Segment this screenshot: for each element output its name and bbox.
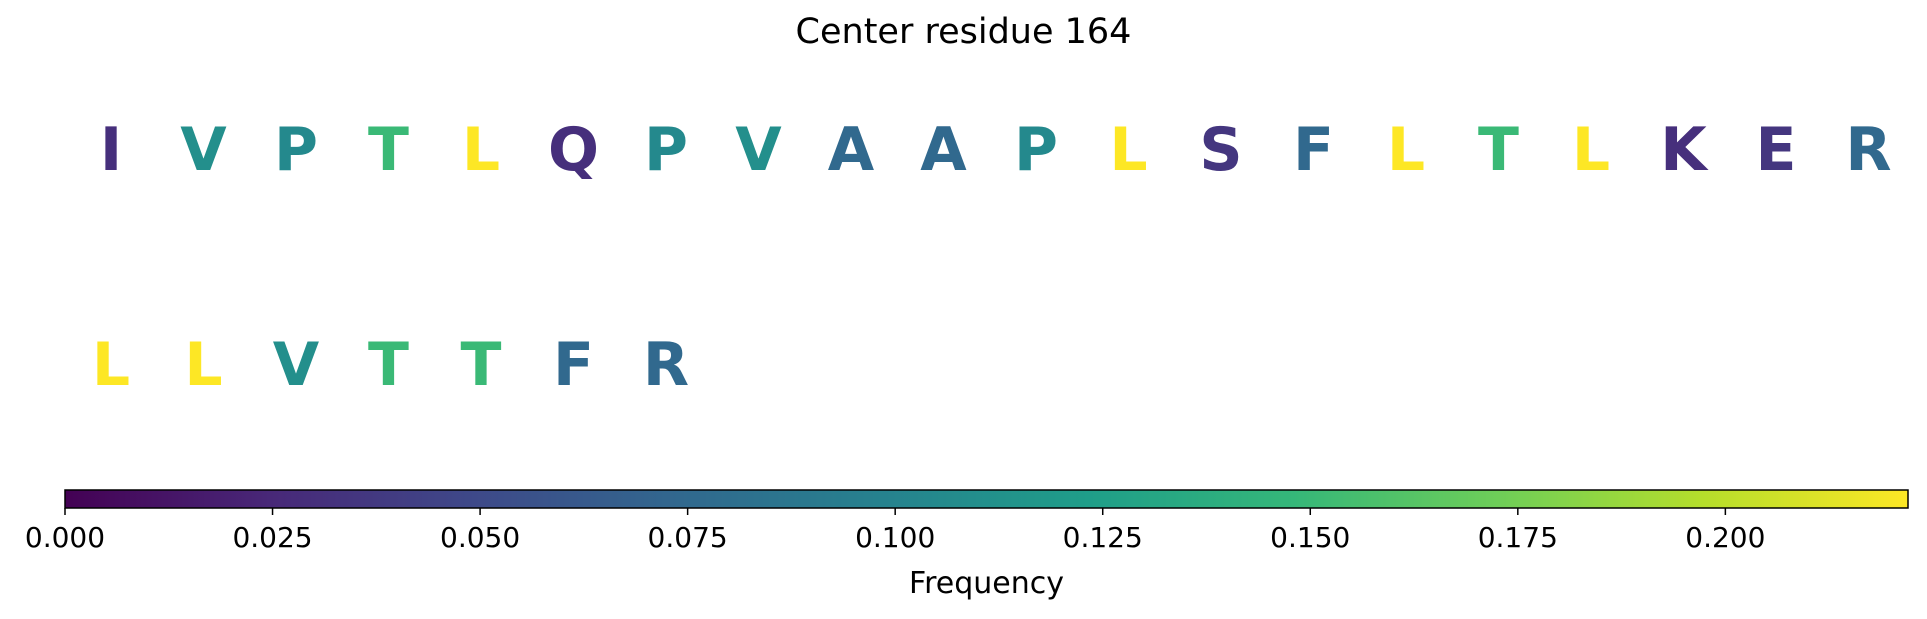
colorbar-tick-label: 0.200 [1685, 521, 1765, 554]
residue-letter: L [1387, 115, 1425, 185]
residue-letter: L [1572, 115, 1610, 185]
residue-letter: A [828, 115, 875, 185]
residue-letter: S [1199, 115, 1242, 185]
residue-letter: E [1756, 115, 1797, 185]
colorbar-tick-label: 0.125 [1063, 521, 1143, 554]
colorbar-tick-label: 0.150 [1270, 521, 1350, 554]
residue-letter: T [461, 330, 502, 400]
residue-letter: T [1478, 115, 1519, 185]
colorbar-tick-label: 0.000 [25, 521, 105, 554]
residue-letter: V [273, 330, 320, 400]
colorbar-tick-label: 0.100 [855, 521, 935, 554]
residue-letter: T [368, 330, 409, 400]
residue-letter: P [1014, 115, 1058, 185]
residue-letter: F [1293, 115, 1334, 185]
residue-letter: K [1660, 115, 1709, 185]
colorbar-tick-label: 0.025 [232, 521, 312, 554]
residue-letter: I [100, 115, 122, 185]
colorbar: 0.000 0.025 0.050 0.075 0.100 0.125 0.150 0.175… [25, 489, 1909, 601]
residue-letter: L [92, 330, 130, 400]
residue-letter: R [1845, 115, 1891, 185]
residue-letter: R [643, 330, 689, 400]
residue-letter: L [1109, 115, 1147, 185]
residue-letter: V [180, 115, 227, 185]
colorbar-gradient [64, 489, 1909, 509]
residue-letter: T [368, 115, 409, 185]
residue-letter: A [920, 115, 967, 185]
colorbar-label: Frequency [909, 566, 1064, 601]
residue-letter: L [462, 115, 500, 185]
residue-letter: P [644, 115, 688, 185]
colorbar-tick-label: 0.075 [648, 521, 728, 554]
colorbar-tick-label: 0.175 [1478, 521, 1558, 554]
residue-letter: V [735, 115, 782, 185]
colorbar-tick-label: 0.050 [440, 521, 520, 554]
chart-title: Center residue 164 [795, 12, 1132, 52]
residue-letter: Q [548, 115, 599, 185]
residue-letter: P [274, 115, 318, 185]
residue-letter: F [553, 330, 594, 400]
residue-letter: L [184, 330, 222, 400]
residues-layer: I V P T L Q P V A A P L S F L T L K E RL L V T T F R [92, 115, 1892, 400]
